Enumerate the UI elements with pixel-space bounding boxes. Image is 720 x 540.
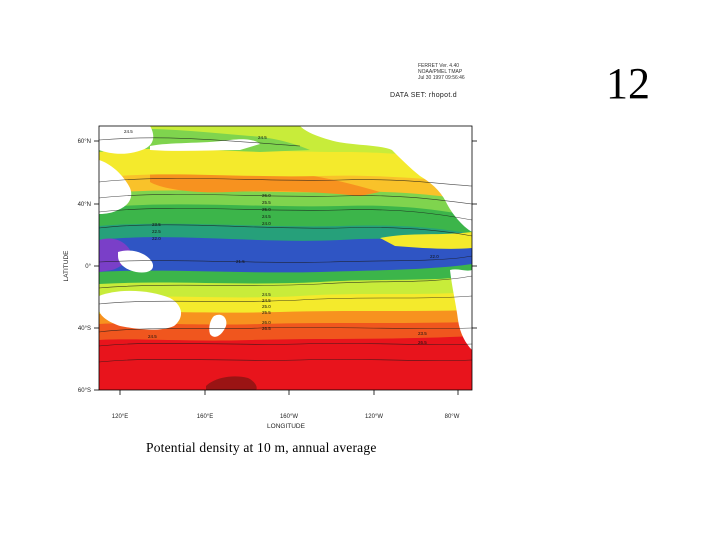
land-north-america [300,126,472,232]
land-asia-north [99,126,154,154]
contour-label: 26.5 [418,340,427,345]
y-axis-title: LATITUDE [63,250,70,282]
slide-number: 12 [606,59,650,108]
band-yellow-east [380,232,472,249]
contour-label: 21.5 [236,259,245,264]
contour-label: 24.5 [262,292,271,297]
y-tick-label: 40°N [78,202,91,208]
y-tick-label: 60°N [78,139,91,145]
band-green-north [99,202,472,234]
ferret-line: Jul 30 1997 09:56:46 [418,75,465,81]
ferret-info: FERRET Ver. 4.40 NOAA/PMEL TMAP Jul 30 1… [418,63,465,81]
contour-label: 23.5 [152,222,161,227]
contour-label: 22.5 [152,229,161,234]
land-aleutian [150,139,260,151]
band-green-south [99,262,472,284]
map-caption: Potential density at 10 m, annual averag… [146,440,377,455]
contour-line [99,342,472,347]
contour-label: 26.0 [262,320,271,325]
contour-label: 24.5 [262,298,271,303]
x-tick-label: 80°W [445,414,460,420]
contour-label: 24.5 [148,334,157,339]
contour-label: 24.5 [258,135,267,140]
x-tick-label: 160°W [280,414,298,420]
contour-line [99,194,472,205]
contour-label: 22.0 [430,254,439,259]
contour-line [99,275,472,289]
contour-label: 24.5 [262,214,271,219]
contour-label: 25.5 [262,200,271,205]
contour-label: 23.5 [418,331,427,336]
x-tick-label: 120°W [365,414,383,420]
contour-line [99,208,472,221]
map-field: 24.5 24.5 26.0 25.5 25.0 24.5 24.0 23.5 … [99,126,472,390]
contour-label: 25.0 [262,304,271,309]
contour-line [99,255,472,263]
x-tick-label: 160°E [197,414,213,420]
y-tick-label: 60°S [78,388,91,394]
contour-label: 26.5 [262,326,271,331]
land-australia [99,290,182,330]
contour-label: 26.0 [262,193,271,198]
contour-label: 24.0 [262,221,271,226]
band-light-green-north [99,188,472,216]
band-yellow-north [99,146,472,182]
x-axis-title: LONGITUDE [267,423,306,430]
y-axis [94,140,477,391]
contour-line [99,358,472,363]
contour-line [99,295,472,305]
y-tick-label: 0° [85,264,91,270]
plot-frame [98,125,473,391]
contour-label: 22.0 [152,236,161,241]
ferret-line: FERRET Ver. 4.40 [418,63,460,69]
land-indonesia [118,250,154,273]
contour-line [99,137,301,147]
band-dark-red-south [206,376,257,390]
contour-lines [99,137,472,363]
x-tick-label: 120°E [112,414,128,420]
ferret-line: NOAA/PMEL TMAP [418,69,463,75]
contour-label: 25.5 [262,310,271,315]
land-japan-asia [99,160,132,214]
land-south-america [450,269,472,350]
contour-line [99,327,472,333]
dataset-label: DATA SET: rhopot.d [390,92,458,99]
contour-line [99,178,472,187]
x-axis [119,390,459,395]
band-teal-north [99,221,472,248]
y-tick-label: 40°S [78,326,91,332]
land-new-zealand [209,314,227,337]
contour-label: 25.0 [262,207,271,212]
contour-line [99,224,472,237]
band-blue-equatorial [99,233,472,273]
contour-label: 24.5 [124,129,133,134]
contour-label-group: 24.5 24.5 26.0 25.5 25.0 24.5 24.0 23.5 … [124,129,439,345]
